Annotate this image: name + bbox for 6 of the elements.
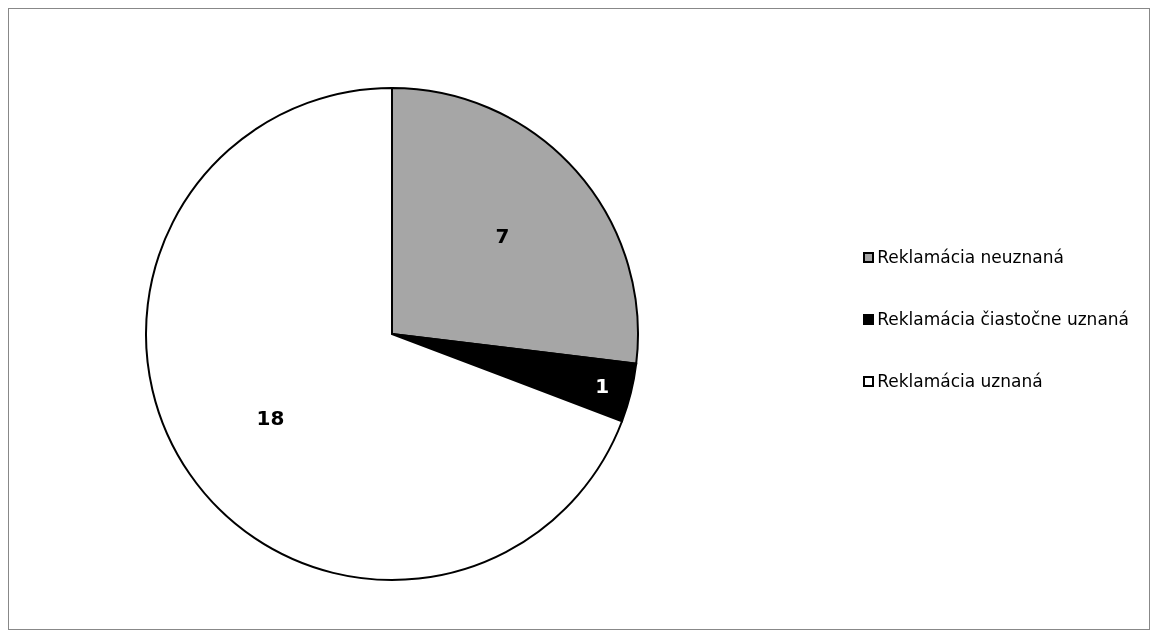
data-label: 7 xyxy=(495,224,510,249)
data-label: 1 xyxy=(595,373,610,398)
legend-label: Reklamácia neuznaná xyxy=(877,247,1064,267)
legend-label: Reklamácia čiastočne uznaná xyxy=(877,309,1129,329)
data-label: 18 xyxy=(256,405,285,430)
legend-label: Reklamácia uznaná xyxy=(877,371,1043,391)
